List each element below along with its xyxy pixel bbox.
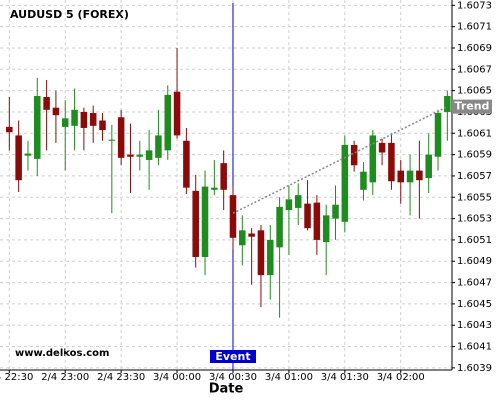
candle-body [229, 195, 237, 238]
candle-body [267, 239, 274, 276]
y-tick-label: 1.6043 [457, 320, 492, 331]
y-tick-label: 1.6071 [457, 22, 492, 33]
watermark: www.delkos.com [15, 348, 109, 359]
candle-body [43, 97, 50, 110]
y-tick-label: 1.6061 [457, 128, 492, 139]
event-label: Event [215, 350, 250, 363]
candle-body [378, 142, 386, 153]
candle-body [15, 135, 22, 181]
x-tick-label: 3/4 02:00 [377, 372, 425, 383]
candle-body [248, 233, 255, 237]
candle-body [257, 230, 265, 276]
trend-label-box [452, 99, 492, 114]
candle-body [397, 170, 405, 183]
candle-body [276, 206, 283, 248]
candle-body [285, 199, 293, 211]
candle-body [350, 145, 358, 166]
candle-body [173, 91, 181, 136]
candle-body [220, 163, 227, 190]
candle-body [388, 142, 395, 182]
candle-body [294, 195, 302, 208]
candle-body [304, 203, 311, 229]
candle-body [24, 153, 32, 156]
candle-body [164, 94, 172, 151]
candle-body [332, 204, 339, 219]
y-tick-label: 1.6057 [457, 171, 492, 182]
candle-body [322, 215, 330, 243]
x-tick-label: 2/4 22:30 [0, 372, 33, 383]
y-tick-label: 1.6049 [457, 256, 492, 267]
candle-body [425, 154, 432, 179]
candle-body [192, 190, 199, 257]
candle-body [127, 154, 134, 157]
candle-body [444, 95, 451, 112]
candle-body [108, 139, 116, 141]
y-tick-label: 1.6065 [457, 86, 492, 97]
event-label-box [209, 350, 256, 363]
candle-body [61, 118, 69, 127]
candle-body [416, 170, 423, 181]
candle-body [117, 117, 125, 158]
y-tick-label: 1.6059 [457, 150, 492, 161]
x-tick-label: 2/4 23:30 [97, 372, 145, 383]
x-tick-label: 3/4 01:00 [265, 372, 313, 383]
candle-body [360, 171, 367, 190]
candle-body [341, 145, 349, 222]
candle-body [145, 150, 153, 160]
y-tick-label: 1.6069 [457, 43, 492, 54]
candle-body [34, 95, 41, 159]
candle-body [89, 113, 97, 126]
candle-body [136, 154, 144, 157]
chart-title: AUDUSD 5 (FOREX) [10, 8, 129, 21]
candle-body [369, 135, 377, 183]
candle-body [99, 120, 106, 131]
y-tick-label: 1.6055 [457, 192, 492, 203]
candle-body [434, 113, 442, 157]
candle-body [406, 170, 414, 183]
candle-body [52, 107, 60, 116]
y-tick-label: 1.6039 [457, 363, 492, 374]
y-tick-label: 1.6047 [457, 278, 492, 289]
y-tick-label: 1.6051 [457, 235, 492, 246]
y-tick-label: 1.6073 [457, 0, 492, 11]
y-tick-label: 1.6053 [457, 214, 492, 225]
candle-body [239, 230, 246, 246]
y-tick-label: 1.6045 [457, 299, 492, 310]
x-tick-label: 3/4 01:30 [321, 372, 369, 383]
candle-body [313, 202, 321, 240]
y-tick-label: 1.6067 [457, 64, 492, 75]
candle-body [155, 135, 162, 158]
candle-body [211, 187, 218, 190]
candle-body [201, 186, 209, 257]
x-tick-label: 2/4 23:00 [41, 372, 89, 383]
y-tick-label: 1.6041 [457, 342, 492, 353]
x-tick-label: 3/4 00:00 [153, 372, 201, 383]
x-tick-label: 3/4 00:30 [209, 372, 257, 383]
candle-body [71, 109, 78, 126]
trend-label: Trend [455, 100, 490, 113]
x-axis-label: Date [209, 382, 244, 397]
candle-body [80, 111, 88, 128]
candle-body [183, 140, 190, 188]
candle-body [6, 126, 13, 133]
